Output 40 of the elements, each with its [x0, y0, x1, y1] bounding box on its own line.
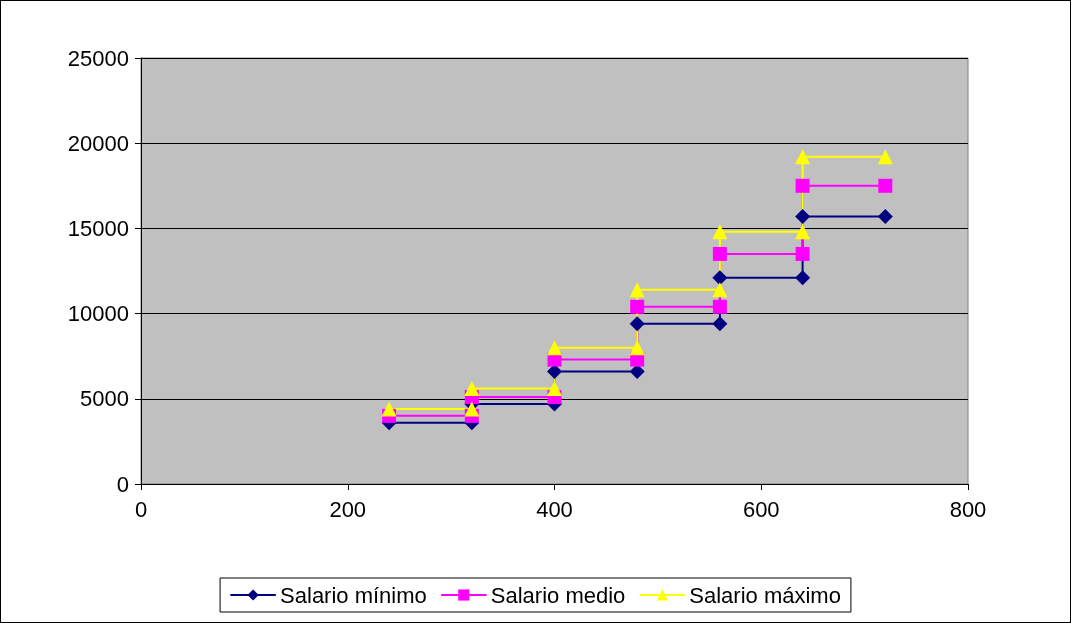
point [464, 401, 480, 417]
y-tick-label: 0 [116, 471, 129, 497]
point [547, 364, 562, 380]
point [712, 224, 728, 240]
y-tick-label: 20000 [67, 130, 129, 156]
x-tick-label: 600 [742, 496, 780, 522]
point [712, 282, 728, 298]
point [712, 316, 728, 332]
y-tick-label: 15000 [67, 215, 129, 241]
point [712, 246, 727, 261]
point [795, 208, 811, 224]
point [712, 299, 727, 314]
point [795, 224, 811, 240]
legend-label: Salario máximo [689, 582, 841, 608]
legend-label: Salario medio [490, 582, 626, 608]
point [712, 270, 728, 286]
point [877, 208, 893, 224]
point [547, 381, 562, 397]
y-tick-label: 5000 [80, 386, 129, 412]
point [795, 246, 810, 261]
point [795, 149, 811, 165]
point [630, 299, 645, 314]
point [795, 270, 811, 286]
point [629, 340, 645, 356]
point [464, 381, 480, 397]
point [877, 149, 893, 165]
x-tick-label: 400 [536, 496, 573, 522]
y-tick-label: 25000 [67, 45, 129, 71]
point [547, 340, 562, 356]
point [629, 316, 645, 332]
point [629, 282, 645, 298]
point [629, 364, 645, 380]
legend-label: Salario mínimo [280, 582, 427, 608]
point [381, 401, 397, 417]
x-tick-label: 800 [949, 496, 987, 522]
y-tick-label: 10000 [67, 301, 129, 327]
x-tick-label: 200 [329, 496, 367, 522]
x-tick-label: 0 [134, 496, 148, 522]
point [878, 178, 893, 193]
point [795, 178, 810, 193]
